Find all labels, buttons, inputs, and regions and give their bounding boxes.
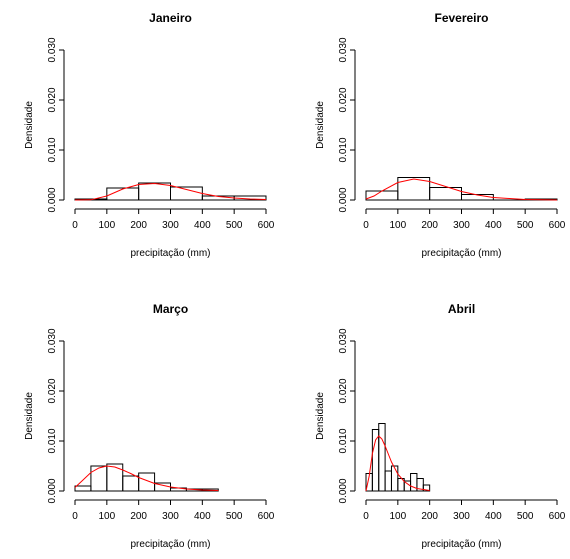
x-tick-label: 600 — [549, 220, 566, 231]
x-tick-label: 500 — [517, 220, 534, 231]
histogram-bar — [170, 186, 203, 201]
histogram-bar — [138, 472, 156, 492]
y-tick-label: 0.030 — [47, 328, 58, 353]
x-tick-label: 300 — [453, 220, 470, 231]
density-curve — [365, 178, 558, 201]
x-tick-label: 100 — [389, 220, 406, 231]
x-tick-label: 400 — [194, 511, 211, 522]
x-tick-label: 500 — [517, 511, 534, 522]
y-tick-label: 0.020 — [338, 378, 349, 403]
histogram-bar — [365, 190, 399, 201]
x-tick-label: 0 — [363, 511, 369, 522]
x-tick-label: 0 — [363, 220, 369, 231]
y-tick-label: 0.030 — [338, 328, 349, 353]
y-tick-label: 0.000 — [338, 187, 349, 212]
y-tick-label: 0.010 — [338, 428, 349, 453]
x-axis-label: precipitação (mm) — [421, 539, 501, 550]
x-tick-label: 300 — [162, 511, 179, 522]
histogram-bar — [429, 187, 462, 201]
y-tick-label: 0.020 — [338, 87, 349, 112]
panel-1: Janeiro 0 100 200 300 400 500 600 precipitação (… — [24, 11, 275, 259]
histogram-bar — [106, 463, 124, 492]
y-tick-label: 0.010 — [47, 137, 58, 162]
histogram-bar — [74, 485, 92, 492]
x-tick-label: 500 — [226, 220, 243, 231]
panel-2: Fevereiro 0 100 200 300 400 500 600 precipitação… — [315, 11, 566, 259]
x-tick-label: 400 — [485, 511, 502, 522]
y-axis-label: Densidade — [24, 392, 35, 440]
x-tick-label: 600 — [549, 511, 566, 522]
histogram-bar — [122, 475, 140, 492]
y-tick-label: 0.000 — [47, 478, 58, 503]
density-curve — [74, 182, 267, 201]
x-tick-label: 400 — [485, 220, 502, 231]
chart-title: Março — [153, 302, 188, 316]
y-tick-label: 0.030 — [47, 37, 58, 62]
y-tick-label: 0.020 — [47, 378, 58, 403]
y-tick-label: 0.020 — [47, 87, 58, 112]
x-tick-label: 200 — [421, 511, 438, 522]
histogram-bar — [378, 423, 386, 492]
histogram-bar — [371, 429, 380, 492]
density-curve — [365, 435, 430, 492]
x-tick-label: 300 — [453, 511, 470, 522]
x-tick-label: 300 — [162, 220, 179, 231]
y-tick-label: 0.000 — [338, 478, 349, 503]
x-tick-label: 200 — [130, 220, 147, 231]
y-axis-label: Densidade — [315, 392, 326, 440]
x-tick-label: 500 — [226, 511, 243, 522]
x-tick-label: 100 — [98, 511, 115, 522]
y-tick-label: 0.010 — [47, 428, 58, 453]
x-axis-label: precipitação (mm) — [130, 248, 210, 259]
x-tick-label: 100 — [98, 220, 115, 231]
histogram-bar — [384, 470, 392, 492]
histogram-bar — [138, 182, 172, 201]
histogram-bar — [422, 484, 431, 492]
x-tick-label: 200 — [421, 220, 438, 231]
x-tick-label: 200 — [130, 511, 147, 522]
y-tick-label: 0.030 — [338, 37, 349, 62]
density-curve — [74, 465, 219, 491]
histogram-bar — [390, 465, 399, 492]
x-tick-label: 400 — [194, 220, 211, 231]
x-tick-label: 100 — [389, 511, 406, 522]
y-tick-label: 0.010 — [338, 137, 349, 162]
histogram-bar — [90, 465, 108, 492]
x-axis-label: precipitação (mm) — [421, 248, 501, 259]
x-tick-label: 0 — [72, 511, 78, 522]
chart-title: Fevereiro — [434, 11, 488, 25]
x-tick-label: 600 — [258, 220, 275, 231]
x-tick-label: 600 — [258, 511, 275, 522]
chart-title: Janeiro — [149, 11, 192, 25]
chart-title: Abril — [448, 302, 475, 316]
x-axis-label: precipitação (mm) — [130, 539, 210, 550]
y-axis-label: Densidade — [315, 101, 326, 149]
panel-4: Abril 0 100 200 300 400 500 600 precipitação (mm… — [315, 302, 566, 550]
y-axis-label: Densidade — [24, 101, 35, 149]
x-tick-label: 0 — [72, 220, 78, 231]
y-tick-label: 0.000 — [47, 187, 58, 212]
panel-3: Março 0 100 200 300 400 500 600 precipitação (mm… — [24, 302, 275, 550]
